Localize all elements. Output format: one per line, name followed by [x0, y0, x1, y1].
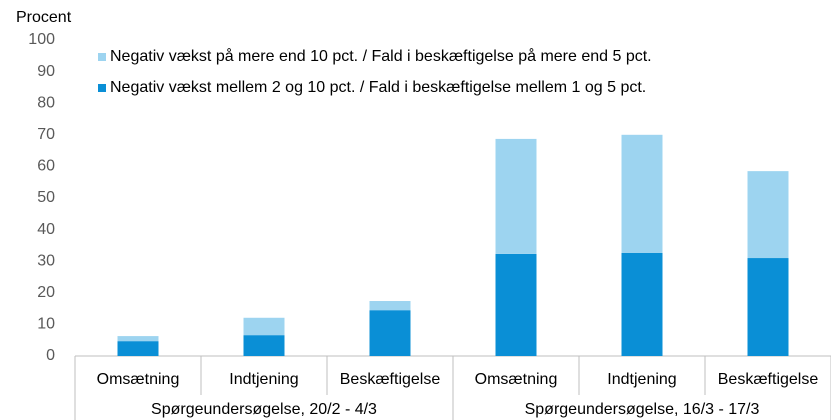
bar-segment	[117, 336, 159, 342]
y-tick-label: 0	[46, 347, 55, 364]
y-tick-label: 80	[37, 94, 55, 111]
y-axis-label: Procent	[16, 9, 72, 26]
bar-segment	[117, 341, 159, 356]
x-tick-label: Omsætning	[475, 371, 558, 388]
y-tick-label: 100	[28, 31, 55, 48]
legend-swatch	[98, 53, 106, 61]
x-tick-label: Beskæftigelse	[340, 371, 441, 388]
bar-segment	[369, 310, 411, 356]
x-tick-label: Indtjening	[229, 371, 298, 388]
bar-segment	[621, 252, 663, 356]
y-tick-label: 30	[37, 252, 55, 269]
bar-segment	[369, 301, 411, 311]
group-label: Spørgeundersøgelse, 20/2 - 4/3	[151, 401, 377, 418]
bar-segment	[243, 335, 285, 356]
group-label: Spørgeundersøgelse, 16/3 - 17/3	[525, 401, 760, 418]
y-tick-label: 70	[37, 126, 55, 143]
legend-swatch	[98, 84, 106, 92]
y-tick-label: 20	[37, 284, 55, 301]
bar-segment	[747, 171, 789, 259]
y-tick-label: 40	[37, 221, 55, 238]
y-tick-label: 50	[37, 189, 55, 206]
bar-segment	[495, 253, 537, 356]
bar-segment	[621, 134, 663, 253]
y-tick-label: 10	[37, 316, 55, 333]
x-tick-label: Indtjening	[607, 371, 676, 388]
x-tick-label: Beskæftigelse	[718, 371, 819, 388]
y-tick-label: 90	[37, 63, 55, 80]
x-tick-label: Omsætning	[97, 371, 180, 388]
bar-segment	[747, 258, 789, 356]
legend-label: Negativ vækst på mere end 10 pct. / Fald…	[110, 47, 652, 65]
bar-segment	[243, 317, 285, 336]
bar-segment	[495, 138, 537, 254]
y-tick-label: 60	[37, 158, 55, 175]
legend-label: Negativ vækst mellem 2 og 10 pct. / Fald…	[110, 79, 646, 96]
